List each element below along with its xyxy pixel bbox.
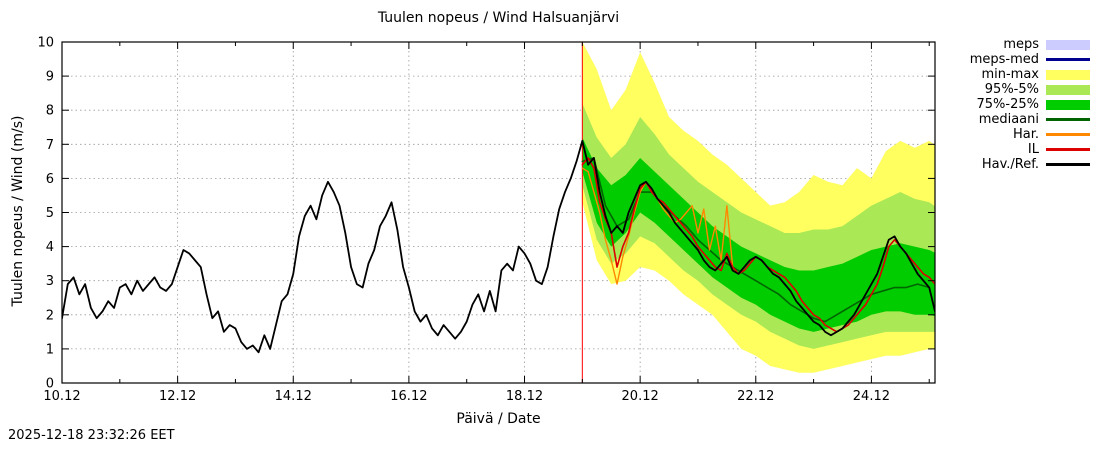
svg-text:3: 3 [46, 274, 54, 289]
legend-label: 95%-5% [984, 82, 1039, 97]
legend-swatch-band [1046, 39, 1090, 50]
legend-swatch-band [1046, 84, 1090, 95]
svg-text:6: 6 [46, 172, 54, 187]
legend-item-min-max: min-max [930, 67, 1090, 82]
legend-item-Hav./Ref.: Hav./Ref. [930, 157, 1090, 172]
legend-swatch-line [1046, 133, 1090, 136]
svg-text:10: 10 [37, 36, 54, 51]
legend-label: 75%-25% [976, 97, 1039, 112]
axis-ticks [61, 41, 935, 384]
svg-text:24.12: 24.12 [853, 389, 890, 404]
svg-text:2: 2 [46, 308, 54, 323]
timestamp: 2025-12-18 23:32:26 EET [8, 428, 175, 443]
chart-title: Tuulen nopeus / Wind Halsuanjärvi [377, 10, 620, 26]
svg-text:12.12: 12.12 [159, 389, 196, 404]
legend-swatch-line [1046, 148, 1090, 151]
svg-text:7: 7 [46, 138, 54, 153]
svg-text:1: 1 [46, 342, 54, 357]
svg-text:14.12: 14.12 [275, 389, 312, 404]
legend-item-75%-25%: 75%-25% [930, 97, 1090, 112]
legend-item-meps: meps [930, 37, 1090, 52]
legend-label: mediaani [978, 112, 1039, 127]
series-line-Hav./Ref. [62, 139, 935, 354]
series-lines [62, 139, 935, 354]
legend-item-Har.: Har. [930, 127, 1090, 142]
legend-swatch-line [1046, 118, 1090, 121]
svg-text:20.12: 20.12 [622, 389, 659, 404]
legend-label: Har. [1012, 127, 1039, 142]
x-axis-label: Päivä / Date [456, 411, 541, 427]
legend-label: Hav./Ref. [981, 157, 1039, 172]
band-75%-25% [582, 137, 935, 332]
legend-label: meps-med [969, 52, 1039, 67]
svg-text:22.12: 22.12 [737, 389, 774, 404]
legend-swatch-band [1046, 99, 1090, 110]
legend-label: min-max [981, 67, 1039, 82]
svg-text:8: 8 [46, 104, 54, 119]
svg-text:0: 0 [46, 377, 54, 392]
svg-text:9: 9 [46, 70, 54, 85]
svg-text:10.12: 10.12 [43, 389, 80, 404]
legend: meps meps-med min-max 95%-5% 75%-25% mediaani… [930, 37, 1090, 172]
legend-swatch-line [1046, 58, 1090, 61]
legend-item-mediaani: mediaani [930, 112, 1090, 127]
legend-label: IL [1027, 142, 1039, 157]
legend-swatch-band [1046, 69, 1090, 80]
svg-text:18.12: 18.12 [506, 389, 543, 404]
legend-swatch-line [1046, 163, 1090, 166]
band-95%-5% [582, 103, 935, 349]
forecast-bands [582, 42, 935, 373]
legend-label: meps [1003, 37, 1039, 52]
svg-text:4: 4 [46, 240, 54, 255]
tick-labels: 10.12 12.12 14.12 16.12 18.12 20.12 22.12 24.12… [37, 36, 890, 405]
legend-item-meps-med: meps-med [930, 52, 1090, 67]
y-axis-label: Tuulen nopeus / Wind (m/s) [10, 115, 26, 307]
legend-item-95%-5%: 95%-5% [930, 82, 1090, 97]
svg-text:16.12: 16.12 [390, 389, 427, 404]
grid-lines [62, 42, 935, 383]
svg-text:5: 5 [46, 206, 54, 221]
legend-item-IL: IL [930, 142, 1090, 157]
